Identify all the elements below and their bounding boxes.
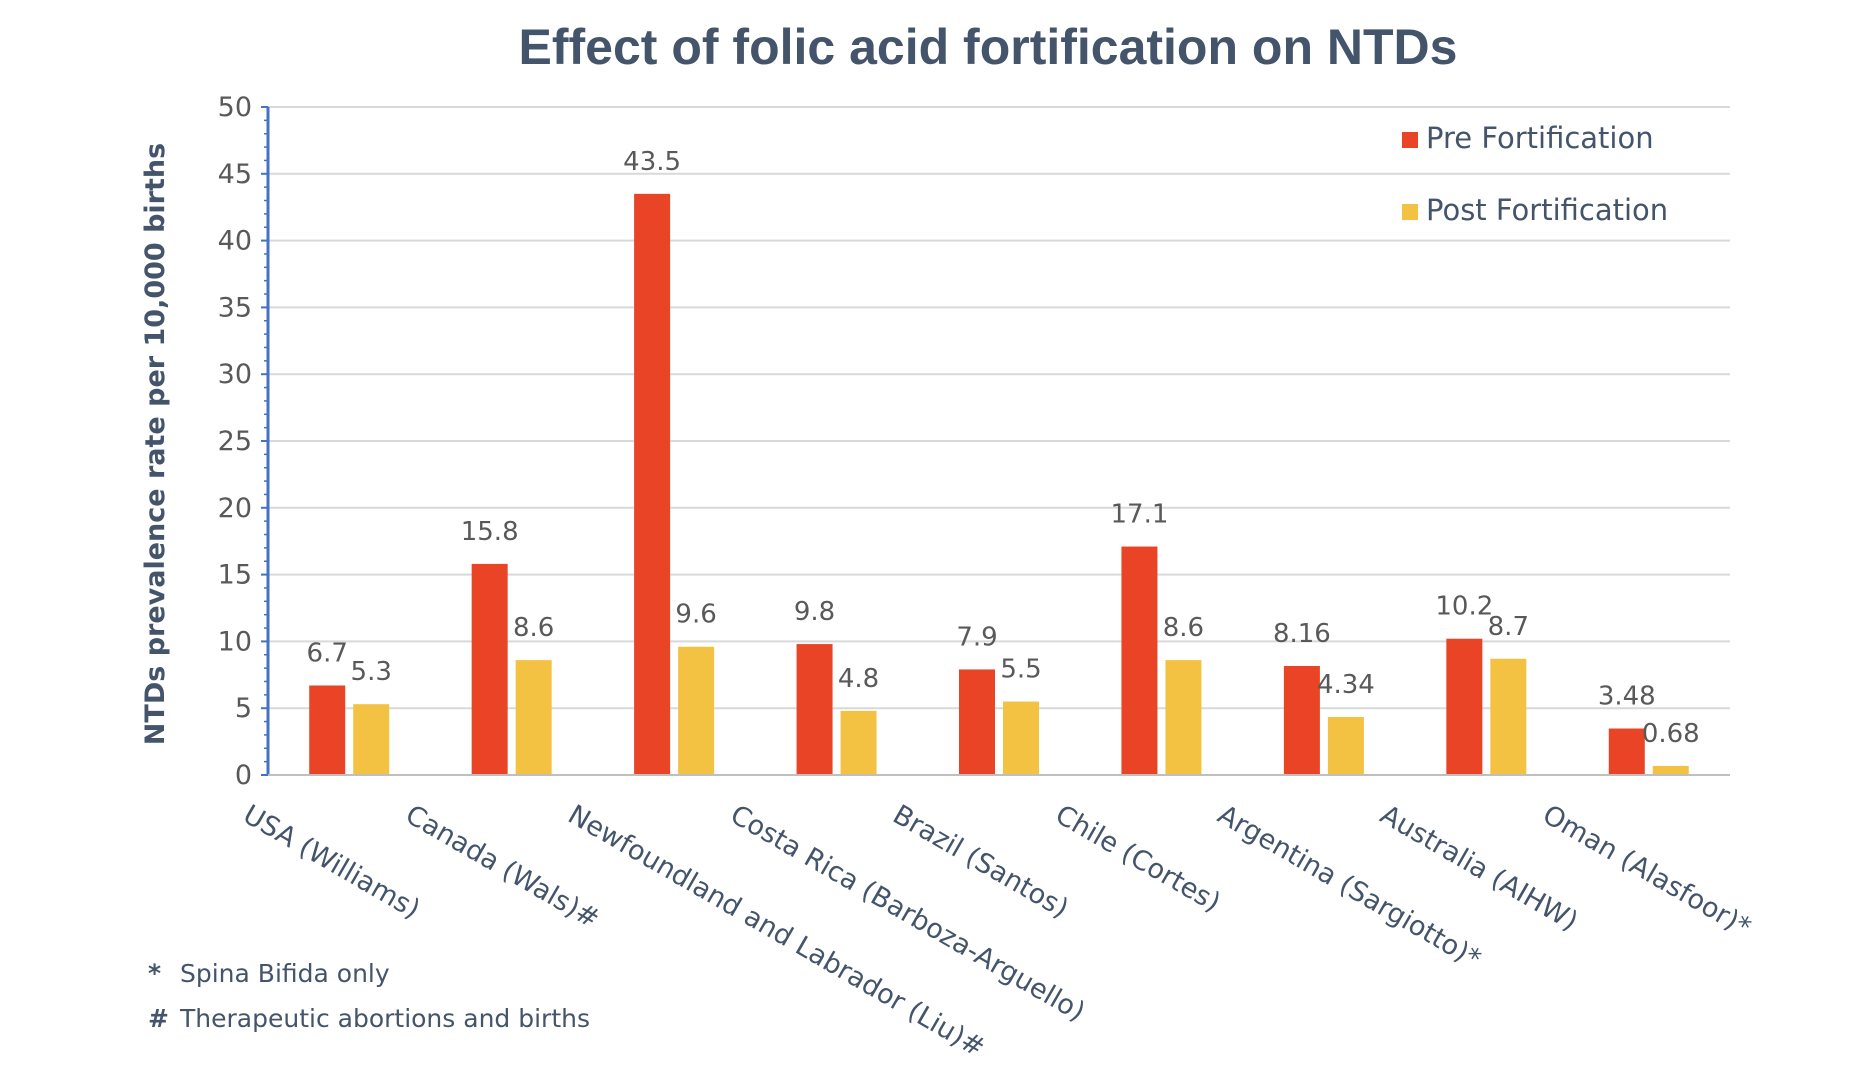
- data-label: 3.48: [1598, 682, 1656, 712]
- data-label: 5.3: [351, 657, 392, 687]
- bar: [959, 669, 995, 775]
- data-label: 8.6: [513, 613, 554, 643]
- y-tick-label: 25: [218, 426, 252, 457]
- legend: Pre Fortification Post Fortification: [1402, 121, 1668, 227]
- bar: [515, 660, 552, 775]
- data-label: 9.6: [675, 600, 716, 630]
- footnote-text: Spina Bifida only: [180, 959, 390, 988]
- bar: [634, 193, 671, 776]
- bars: [309, 193, 1689, 776]
- y-tick-label: 30: [218, 359, 252, 390]
- y-tick-label: 35: [218, 292, 252, 323]
- legend-label: Pre Fortification: [1426, 121, 1654, 155]
- chart-title: Effect of folic acid fortification on NT…: [519, 19, 1458, 75]
- legend-swatch: [1402, 132, 1418, 148]
- bar: [1608, 728, 1645, 775]
- bar: [1490, 658, 1527, 775]
- y-tick-label: 15: [218, 560, 252, 591]
- data-label: 4.8: [838, 664, 879, 694]
- data-label: 7.9: [956, 622, 997, 652]
- data-label: 43.5: [623, 147, 681, 177]
- legend-swatch: [1402, 204, 1418, 220]
- bar: [796, 644, 833, 775]
- data-label: 9.8: [794, 597, 835, 627]
- data-label: 10.2: [1435, 592, 1493, 622]
- bar: [471, 563, 508, 775]
- bar: [309, 685, 346, 775]
- bar: [1446, 638, 1483, 775]
- data-labels: 6.75.3 15.8 8.6 43.5 9.6 9.8 4.8 7.95.5 17.1 8.6 8…: [307, 147, 1700, 749]
- data-label: 17.1: [1110, 500, 1168, 530]
- bar: [1283, 665, 1320, 775]
- bar: [1165, 660, 1202, 775]
- y-tick-label: 0: [235, 760, 252, 791]
- footnotes: * Spina Bifida only # Therapeutic abortions…: [148, 959, 590, 1033]
- gridlines: [268, 106, 1730, 710]
- bar: [1327, 717, 1364, 775]
- data-label: 6.7: [307, 638, 348, 668]
- data-label: 0.68: [1642, 719, 1700, 749]
- footnote-text: Therapeutic abortions and births: [179, 1004, 590, 1033]
- data-label: 8.7: [1488, 612, 1529, 642]
- footnote-symbol: *: [148, 959, 161, 988]
- y-tick-label: 5: [235, 693, 252, 724]
- bar: [678, 646, 715, 775]
- y-tick-label: 10: [218, 626, 252, 657]
- bar: [353, 704, 390, 775]
- data-label: 4.34: [1317, 670, 1375, 700]
- y-tick-label: 50: [218, 92, 252, 123]
- y-tick-label: 40: [218, 226, 252, 257]
- legend-label: Post Fortification: [1426, 193, 1668, 227]
- y-tick-label: 45: [218, 159, 252, 190]
- bar: [1652, 765, 1689, 775]
- bar: [840, 710, 877, 775]
- data-label: 5.5: [1000, 655, 1041, 685]
- y-tick-label: 20: [218, 493, 252, 524]
- footnote-symbol: #: [148, 1004, 169, 1033]
- axes: 0 5 10 15 20 25 30 35 40 45 50: [218, 92, 1730, 791]
- data-label: 8.6: [1163, 613, 1204, 643]
- data-label: 15.8: [461, 517, 519, 547]
- data-label: 8.16: [1273, 619, 1331, 649]
- bar: [1121, 546, 1158, 775]
- y-axis-label: NTDs prevalence rate per 10,000 births: [140, 143, 171, 745]
- bar: [1003, 701, 1039, 775]
